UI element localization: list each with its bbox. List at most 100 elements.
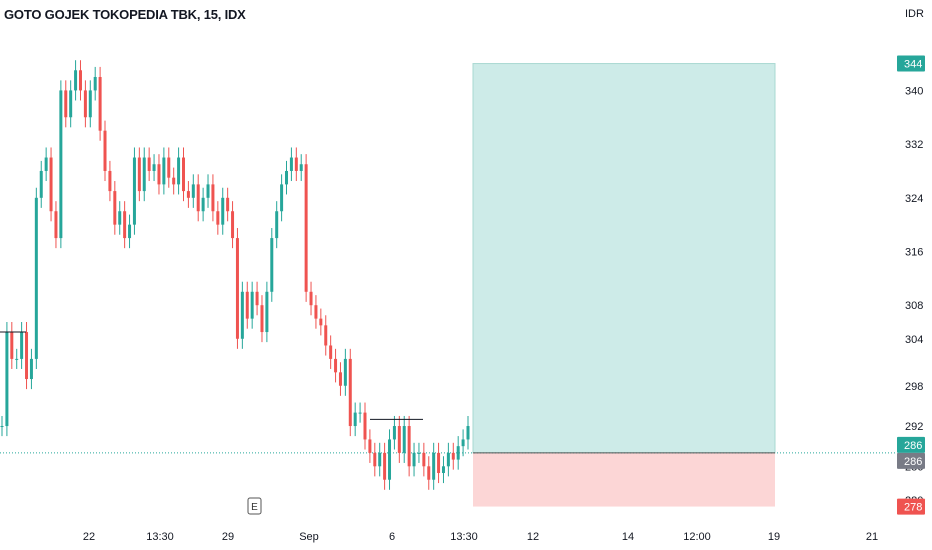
y-tick-label: 340 bbox=[905, 85, 923, 97]
price-bar bbox=[245, 291, 249, 319]
price-bar bbox=[186, 191, 190, 198]
price-bar bbox=[206, 184, 210, 198]
price-bar bbox=[285, 170, 289, 185]
x-tick-label: 12 bbox=[527, 531, 539, 543]
price-label: 286 bbox=[904, 440, 922, 452]
price-bar bbox=[59, 90, 63, 239]
currency-label: IDR bbox=[905, 8, 924, 20]
price-bar bbox=[29, 358, 33, 380]
price-bar bbox=[348, 358, 352, 427]
price-bar bbox=[392, 426, 396, 440]
price-bar bbox=[123, 211, 127, 239]
price-bar bbox=[304, 164, 308, 292]
x-tick-label: 6 bbox=[389, 531, 395, 543]
y-tick-label: 298 bbox=[905, 381, 923, 393]
price-bar bbox=[211, 184, 215, 212]
price-bar bbox=[289, 157, 293, 171]
price-label-box bbox=[897, 436, 925, 453]
price-bar bbox=[231, 211, 235, 239]
price-bar bbox=[334, 358, 338, 373]
price-bar bbox=[103, 130, 107, 171]
price-bar bbox=[216, 211, 220, 225]
price-bar bbox=[15, 358, 19, 360]
price-bar bbox=[49, 157, 53, 212]
price-bar bbox=[299, 164, 303, 171]
price-bar bbox=[88, 90, 92, 118]
price-bar bbox=[280, 184, 284, 212]
price-bar bbox=[383, 452, 387, 480]
price-bar bbox=[98, 76, 102, 131]
x-tick-label: 12:00 bbox=[683, 531, 711, 543]
price-bar bbox=[388, 439, 392, 480]
price-bar bbox=[250, 291, 254, 319]
price-label-box bbox=[897, 55, 925, 72]
price-bar bbox=[69, 90, 73, 118]
y-tick-label: 304 bbox=[905, 334, 923, 346]
y-tick-label: 292 bbox=[905, 421, 923, 433]
price-bar bbox=[54, 211, 58, 239]
price-bar bbox=[338, 372, 342, 386]
price-bar bbox=[118, 211, 122, 225]
profit-zone bbox=[472, 63, 776, 454]
price-bar bbox=[255, 291, 259, 306]
price-bar bbox=[373, 452, 377, 467]
price-bar bbox=[20, 332, 24, 359]
x-tick-label: 29 bbox=[222, 531, 234, 543]
price-bar bbox=[368, 439, 372, 453]
x-tick-label: 21 bbox=[866, 531, 878, 543]
price-bar bbox=[177, 157, 181, 185]
price-bar bbox=[441, 466, 445, 474]
y-tick-label: 324 bbox=[905, 193, 923, 205]
price-bar bbox=[44, 157, 48, 171]
price-bar bbox=[74, 70, 78, 91]
price-bar bbox=[5, 332, 9, 427]
price-bar bbox=[128, 224, 132, 239]
price-bar bbox=[432, 452, 436, 480]
price-bar bbox=[137, 157, 141, 192]
price-bar bbox=[64, 90, 68, 118]
price-bar bbox=[309, 291, 313, 306]
price-bar bbox=[397, 426, 401, 453]
price-bar bbox=[152, 164, 156, 171]
price-bar bbox=[113, 191, 117, 225]
price-bar bbox=[314, 305, 318, 319]
price-bar bbox=[93, 76, 97, 91]
price-bar bbox=[0, 426, 4, 428]
price-bar bbox=[353, 412, 357, 427]
price-bar bbox=[422, 452, 426, 467]
x-tick-label: 13:30 bbox=[146, 531, 174, 543]
price-bar bbox=[221, 197, 225, 225]
price-label-box bbox=[897, 452, 925, 469]
price-bar bbox=[319, 318, 323, 326]
price-bar bbox=[172, 177, 176, 185]
y-tick-label: 308 bbox=[905, 300, 923, 312]
x-tick-label: Sep bbox=[299, 531, 319, 543]
y-tick-label: 316 bbox=[905, 247, 923, 259]
price-bar bbox=[466, 426, 470, 440]
chart-title: GOTO GOJEK TOKOPEDIA TBK, 15, IDX bbox=[4, 7, 246, 22]
price-bar bbox=[157, 164, 161, 185]
price-bar bbox=[378, 452, 382, 467]
price-bar bbox=[108, 170, 112, 192]
price-bar bbox=[363, 412, 367, 440]
price-bar bbox=[196, 184, 200, 212]
event-marker-label: E bbox=[251, 502, 258, 513]
price-bar bbox=[181, 157, 185, 192]
price-bar bbox=[162, 157, 166, 185]
price-bar bbox=[39, 170, 43, 198]
price-bar bbox=[417, 452, 421, 454]
price-label-box bbox=[897, 498, 925, 515]
price-bar bbox=[25, 332, 29, 380]
price-bar bbox=[147, 157, 151, 171]
price-bar bbox=[265, 291, 269, 333]
price-bar bbox=[226, 197, 230, 212]
price-bar bbox=[78, 70, 82, 91]
price-bar bbox=[451, 452, 455, 460]
loss-zone bbox=[473, 452, 775, 507]
price-bar bbox=[437, 452, 441, 474]
price-bar bbox=[83, 90, 87, 118]
price-bar bbox=[294, 157, 298, 171]
price-bar bbox=[142, 157, 146, 192]
